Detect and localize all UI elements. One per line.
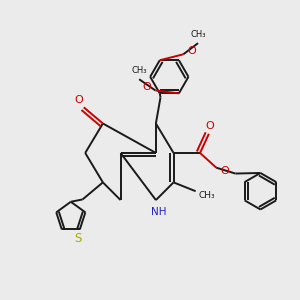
Text: CH₃: CH₃ [191, 30, 206, 39]
Text: O: O [143, 82, 152, 92]
Text: O: O [74, 95, 83, 105]
Text: NH: NH [151, 207, 166, 218]
Text: CH₃: CH₃ [199, 191, 215, 200]
Text: O: O [205, 121, 214, 131]
Text: S: S [75, 232, 82, 245]
Text: O: O [220, 166, 229, 176]
Text: CH₃: CH₃ [132, 67, 148, 76]
Text: O: O [187, 46, 196, 56]
